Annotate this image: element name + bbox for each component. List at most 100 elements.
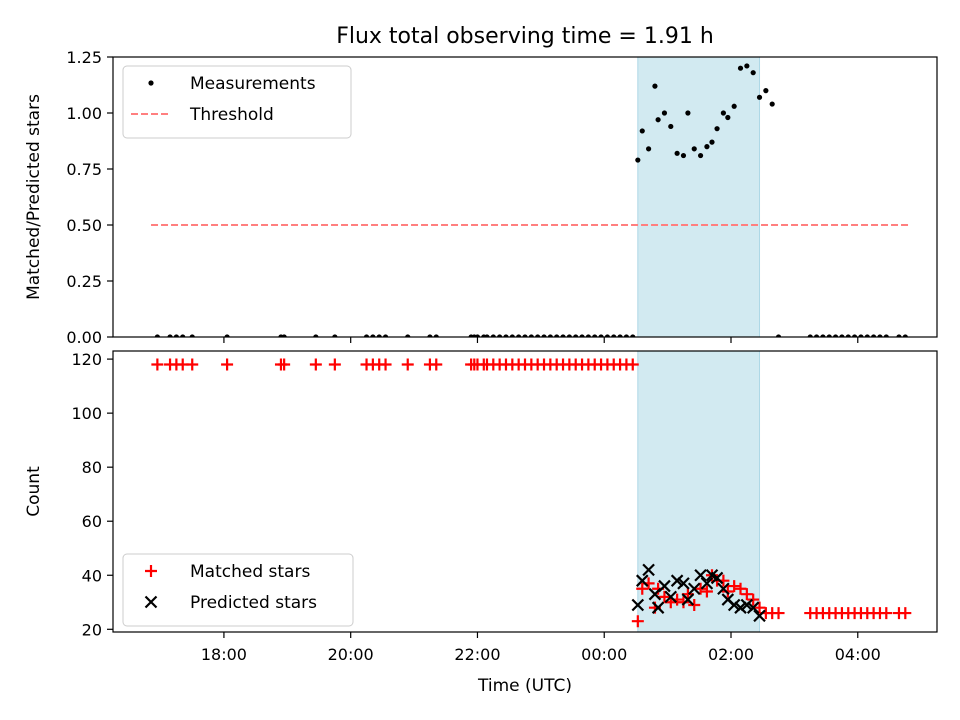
data-point (772, 607, 785, 620)
x-axis-label: Time (UTC) (477, 676, 572, 696)
x-tick-label: 00:00 (581, 645, 627, 664)
x-tick-label: 20:00 (328, 645, 374, 664)
data-point (734, 582, 747, 595)
data-point (598, 334, 604, 337)
data-point (737, 65, 744, 71)
data-point (278, 358, 291, 371)
data-point (528, 334, 534, 337)
data-point (154, 334, 160, 337)
data-point (753, 601, 766, 614)
legend-frame (122, 553, 354, 627)
legend-frame (122, 65, 352, 139)
data-point (658, 590, 671, 603)
data-point (585, 334, 591, 337)
data-point (714, 126, 720, 132)
data-point (677, 596, 690, 609)
data-point (670, 574, 684, 587)
data-point (224, 334, 230, 337)
ratio-panel: 0.00 0.25 0.50 0.75 1.00 1.25 Matched/Predicte… (24, 48, 938, 347)
data-point (405, 334, 411, 337)
data-point (740, 588, 753, 601)
data-point (370, 334, 376, 337)
data-point (167, 334, 173, 337)
data-point (820, 334, 826, 337)
y-axis-label: Count (24, 466, 44, 517)
series-matched-stars (151, 358, 912, 628)
data-point (611, 334, 617, 337)
data-point (631, 598, 645, 612)
data-point (750, 70, 756, 76)
y-tick-label: 1.25 (66, 48, 102, 67)
axes-frame (112, 350, 938, 633)
data-point (635, 574, 649, 587)
data-point (880, 607, 893, 620)
data-point (180, 334, 186, 337)
data-point (763, 88, 769, 94)
data-point (775, 334, 782, 337)
data-point (664, 590, 678, 604)
y-axis-label: Matched/Predicted stars (24, 94, 44, 300)
data-point (731, 103, 737, 109)
data-point (503, 334, 509, 337)
data-point (681, 593, 695, 606)
legend-label: Threshold (189, 105, 274, 125)
data-point (687, 582, 701, 596)
data-point (728, 580, 741, 593)
data-point (744, 63, 750, 69)
data-point (382, 334, 389, 337)
data-point (579, 334, 585, 337)
data-point (902, 334, 908, 337)
plot-area (151, 358, 912, 628)
data-point (573, 334, 579, 337)
data-point (401, 358, 414, 371)
axes-frame (112, 56, 938, 338)
legend-swatch (145, 565, 157, 577)
data-point (427, 334, 433, 337)
observing-window-span (637, 56, 761, 338)
y-tick-label: 1.00 (66, 104, 102, 123)
data-point (668, 123, 674, 130)
data-point (497, 334, 503, 337)
y-tick-label: 20 (82, 620, 102, 639)
data-point (332, 334, 338, 337)
y-tick-label: 80 (82, 458, 102, 477)
data-point (617, 334, 623, 337)
data-point (328, 358, 341, 371)
data-point (626, 358, 639, 371)
data-point (490, 334, 496, 337)
data-point (700, 577, 714, 590)
data-point (655, 117, 661, 123)
data-point (221, 358, 234, 371)
data-point (720, 110, 726, 116)
data-point (313, 334, 319, 337)
y-tick-label: 0.00 (66, 328, 102, 347)
data-point (813, 334, 820, 337)
data-point (704, 144, 710, 150)
data-point (189, 334, 195, 337)
data-point (309, 358, 322, 371)
x-tick-label: 02:00 (708, 645, 754, 664)
legend-label: Predicted stars (190, 593, 317, 613)
y-tick-label: 0.50 (66, 216, 102, 235)
data-point (642, 563, 655, 577)
data-point (826, 334, 832, 337)
data-point (864, 334, 870, 337)
data-point (899, 607, 912, 620)
data-point (651, 601, 665, 614)
data-point (871, 334, 877, 337)
data-point (535, 334, 541, 337)
data-point (173, 334, 179, 337)
data-point (753, 609, 766, 623)
data-point (674, 150, 680, 156)
legend: Measurements Threshold (122, 65, 352, 139)
data-point (623, 334, 630, 337)
data-point (639, 128, 645, 134)
data-point (877, 334, 883, 337)
chart-title: Flux total observing time = 1.91 h (336, 24, 714, 49)
data-point (509, 334, 515, 337)
plot-area (151, 63, 909, 337)
y-tick-label: 40 (82, 566, 102, 585)
legend-label: Measurements (190, 74, 316, 94)
data-point (717, 582, 730, 596)
